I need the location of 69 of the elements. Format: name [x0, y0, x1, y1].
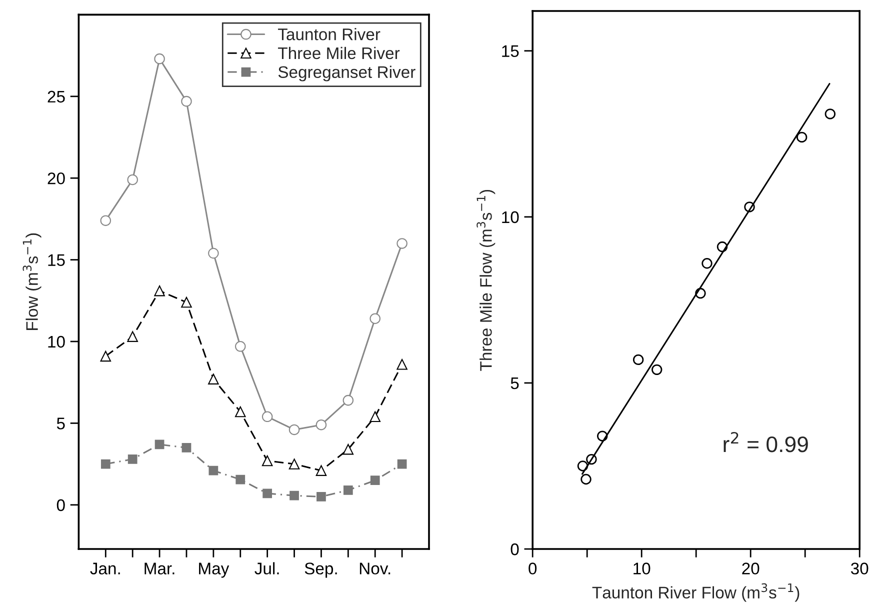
point — [288, 458, 300, 470]
point — [181, 96, 192, 107]
point — [181, 296, 192, 308]
point — [236, 474, 246, 484]
point — [128, 454, 138, 464]
x-axis-title: Taunton River Flow (m$^{3}$s$^{−1}$) — [592, 583, 800, 602]
y-tick-label: 25 — [48, 90, 65, 103]
point — [316, 419, 327, 430]
point — [262, 411, 273, 422]
point — [342, 394, 354, 406]
point — [182, 443, 192, 452]
point — [262, 488, 272, 498]
point — [632, 354, 644, 366]
x-tick-label: Sep. — [304, 562, 337, 578]
point — [343, 485, 353, 495]
point — [208, 248, 219, 259]
point — [234, 406, 246, 418]
y-axis-title: Flow (m$^{3}$s$^{−1}$) — [22, 233, 42, 330]
point — [208, 466, 218, 476]
point — [154, 53, 165, 64]
point — [342, 444, 354, 455]
point — [262, 455, 273, 466]
x-tick-label: 30 — [850, 562, 868, 574]
point — [824, 108, 836, 120]
point — [127, 174, 138, 186]
x-tick-label: Jan. — [90, 562, 120, 574]
x-tick-label: Mar. — [144, 562, 174, 574]
point — [316, 465, 327, 476]
point — [288, 424, 300, 436]
legend-label: Three Mile River — [278, 46, 400, 60]
point — [580, 474, 592, 485]
point — [370, 313, 380, 324]
point — [316, 492, 326, 502]
point — [397, 459, 407, 469]
point — [796, 132, 808, 143]
point — [396, 358, 408, 370]
y-tick-label: 15 — [502, 45, 519, 58]
y-tick-label: 10 — [502, 211, 519, 224]
y-tick-label: 15 — [48, 254, 65, 266]
point — [290, 490, 299, 500]
point — [702, 258, 712, 269]
point — [208, 374, 219, 384]
point — [154, 285, 165, 296]
point — [370, 476, 380, 486]
point — [127, 331, 138, 342]
x-tick-label: Nov. — [360, 562, 390, 574]
y-tick-label: 10 — [48, 336, 65, 348]
point — [234, 341, 246, 352]
x-tick-label: May — [199, 562, 230, 578]
point — [370, 411, 380, 422]
point — [100, 350, 112, 362]
x-tick-label: Jul. — [254, 562, 279, 574]
point — [396, 238, 408, 249]
y-axis-title: Three Mile Flow (m$^{3}$s$^{−1}$) — [476, 190, 496, 371]
x-tick-label: 10 — [634, 562, 650, 574]
point — [100, 459, 110, 469]
y-tick-label: 0 — [56, 499, 65, 512]
point — [100, 215, 112, 226]
x-tick-label: 0 — [528, 562, 537, 574]
x-tick-label: 20 — [742, 562, 760, 574]
y-tick-label: 5 — [56, 418, 65, 430]
annotation: r$^{2}$ = 0.99 — [724, 432, 808, 452]
y-tick-label: 20 — [48, 172, 65, 184]
y-tick-label: 0 — [510, 543, 519, 556]
legend-label: Segreganset River — [278, 66, 416, 82]
y-tick-label: 5 — [510, 378, 519, 390]
legend-label: Taunton River — [278, 28, 380, 40]
point — [154, 440, 164, 450]
point — [652, 364, 662, 376]
